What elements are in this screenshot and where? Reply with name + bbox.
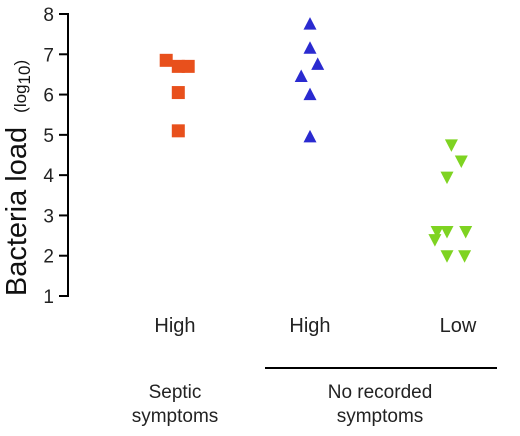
y-tick-label-1: 1 bbox=[43, 287, 54, 308]
y-axis-unit-subscript: 10 bbox=[15, 66, 34, 85]
y-tick-label-8: 8 bbox=[43, 5, 54, 26]
data-point-1-3 bbox=[294, 69, 308, 82]
data-point-2-7 bbox=[440, 250, 454, 263]
x-category-label-1: High bbox=[289, 315, 330, 337]
y-axis-unit-close: ) bbox=[11, 60, 30, 66]
data-points bbox=[159, 17, 473, 263]
y-tick-label-4: 4 bbox=[43, 166, 54, 187]
data-point-2-5 bbox=[459, 226, 473, 239]
data-point-2-6 bbox=[428, 234, 442, 247]
data-point-1-5 bbox=[303, 129, 317, 143]
data-point-0-3 bbox=[171, 86, 185, 100]
data-point-1-4 bbox=[303, 87, 317, 101]
y-tick-label-6: 6 bbox=[43, 86, 54, 107]
y-tick-label-5: 5 bbox=[43, 126, 54, 147]
data-point-2-1 bbox=[454, 155, 468, 169]
x-category-label-0: High bbox=[154, 315, 195, 337]
data-point-2-2 bbox=[440, 171, 454, 185]
y-tick-label-3: 3 bbox=[43, 206, 54, 227]
data-point-2-8 bbox=[458, 250, 472, 263]
data-point-1-1 bbox=[303, 41, 317, 54]
group-labels: Septic symptoms No recorded symptoms bbox=[132, 367, 497, 427]
data-point-2-0 bbox=[444, 139, 458, 152]
data-point-2-4 bbox=[440, 226, 454, 239]
data-point-0-4 bbox=[171, 124, 185, 138]
y-tick-label-7: 7 bbox=[43, 45, 54, 66]
data-point-1-0 bbox=[303, 17, 317, 30]
x-axis-labels: High High Low bbox=[154, 315, 476, 337]
y-axis-label-main: Bacteria load bbox=[1, 127, 33, 296]
data-point-2-3 bbox=[430, 226, 444, 239]
data-point-1-2 bbox=[311, 57, 325, 70]
group-label-0-line-1: symptoms bbox=[132, 406, 219, 427]
group-label-1-line-0: No recorded bbox=[328, 382, 433, 403]
y-axis-title: Bacteria load (log10) bbox=[1, 60, 34, 296]
data-point-0-2 bbox=[181, 59, 195, 73]
group-label-0-line-0: Septic bbox=[149, 382, 202, 403]
y-axis-unit: (log bbox=[11, 84, 30, 112]
data-point-0-1 bbox=[171, 59, 185, 73]
group-label-1-line-1: symptoms bbox=[337, 406, 424, 427]
y-axis-label: Bacteria load (log10) bbox=[1, 60, 34, 296]
data-point-0-0 bbox=[159, 53, 173, 67]
x-category-label-2: Low bbox=[440, 315, 477, 337]
y-tick-label-2: 2 bbox=[43, 247, 54, 268]
y-axis: 1 2 3 4 5 6 7 8 bbox=[43, 5, 69, 308]
